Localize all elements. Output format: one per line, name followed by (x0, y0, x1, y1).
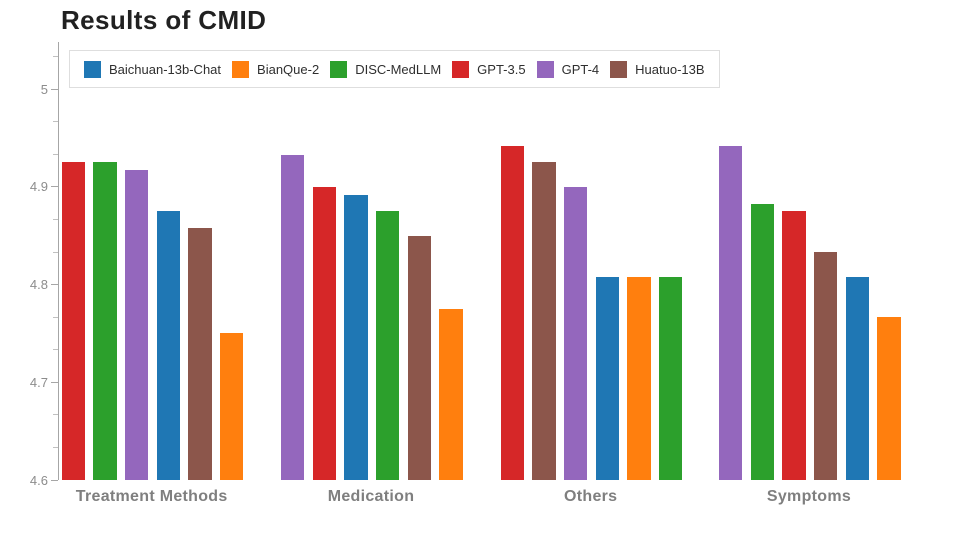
y-tick-label: 4.7 (29, 374, 48, 390)
legend-label-gpt-3-5: GPT-3.5 (477, 61, 526, 77)
legend-swatch-huatuo-13b (610, 60, 628, 78)
y-tick-minor (53, 218, 58, 220)
bar-symptoms-bianque-2 (877, 316, 901, 480)
bar-symptoms-gpt-4 (719, 145, 743, 480)
legend-label-bianque-2: BianQue-2 (257, 61, 320, 77)
bar-medication-gpt-3-5 (312, 186, 336, 480)
bar-medication-huatuo-13b (407, 235, 431, 480)
bar-treatment-methods-gpt-3-5 (61, 162, 85, 480)
y-tick-major (51, 381, 58, 383)
legend-label-huatuo-13b: Huatuo-13B (635, 61, 705, 77)
y-tick-major (51, 186, 58, 188)
legend-swatch-disc-medllm (330, 60, 348, 78)
bar-treatment-methods-gpt-4 (125, 170, 149, 480)
legend-swatch-bianque-2 (232, 60, 250, 78)
legend-swatch-baichuan-13b-chat (84, 60, 101, 78)
bar-others-gpt-4 (564, 186, 588, 480)
bar-symptoms-disc-medllm (750, 203, 774, 480)
legend-item-huatuo-13b: Huatuo-13B (610, 60, 705, 78)
legend-swatch-gpt-3-5 (452, 60, 470, 78)
y-tick-label: 4.9 (29, 179, 48, 195)
y-tick-major (51, 479, 58, 481)
x-category-label-others: Others (564, 488, 618, 505)
bar-others-disc-medllm (658, 276, 683, 480)
legend-label-gpt-4: GPT-4 (561, 61, 600, 77)
legend: Baichuan-13b-Chat BianQue-2 DISC-MedLLM GPT… (69, 50, 720, 88)
bar-treatment-methods-disc-medllm (93, 162, 117, 480)
bar-others-huatuo-13b (532, 162, 556, 480)
legend-item-bianque-2: BianQue-2 (232, 60, 320, 78)
y-tick-label: 5 (40, 81, 48, 97)
bar-medication-bianque-2 (439, 309, 463, 480)
legend-item-gpt-3-5: GPT-3.5 (452, 60, 526, 78)
bar-treatment-methods-baichuan-13b-chat (156, 211, 180, 480)
bar-medication-gpt-4 (281, 154, 305, 480)
bar-symptoms-baichuan-13b-chat (845, 276, 869, 480)
y-tick-minor (53, 56, 58, 58)
bar-others-bianque-2 (627, 276, 651, 480)
y-tick-major (51, 88, 58, 90)
x-category-label-medication: Medication (327, 488, 415, 505)
bar-others-gpt-3-5 (500, 145, 524, 480)
y-tick-minor (53, 121, 58, 123)
y-tick-major (51, 284, 58, 286)
legend-label-baichuan-13b-chat: Baichuan-13b-Chat (109, 61, 222, 77)
y-tick-minor (53, 349, 58, 351)
bar-others-baichuan-13b-chat (595, 276, 619, 480)
legend-item-baichuan-13b-chat: Baichuan-13b-Chat (84, 60, 222, 78)
legend-label-disc-medllm: DISC-MedLLM (355, 61, 442, 77)
y-tick-minor (53, 316, 58, 318)
legend-swatch-gpt-4 (536, 60, 554, 78)
bar-treatment-methods-huatuo-13b (188, 227, 212, 480)
chart-title: Results of CMID (61, 5, 267, 35)
y-tick-label: 4.6 (29, 472, 48, 488)
legend-item-gpt-4: GPT-4 (536, 60, 600, 78)
y-axis-line (58, 42, 59, 480)
y-tick-minor (53, 414, 58, 416)
x-category-label-treatment-methods: Treatment Methods (75, 488, 228, 505)
bar-symptoms-gpt-3-5 (782, 211, 806, 480)
legend-item-disc-medllm: DISC-MedLLM (330, 60, 442, 78)
x-category-label-symptoms: Symptoms (766, 488, 852, 505)
bar-treatment-methods-bianque-2 (219, 333, 244, 480)
bar-medication-baichuan-13b-chat (344, 194, 368, 480)
y-tick-minor (53, 153, 58, 155)
y-tick-minor (53, 251, 58, 253)
bar-medication-disc-medllm (375, 211, 400, 480)
bar-symptoms-huatuo-13b (813, 252, 838, 480)
y-tick-label: 4.8 (29, 277, 48, 293)
y-tick-minor (53, 446, 58, 448)
